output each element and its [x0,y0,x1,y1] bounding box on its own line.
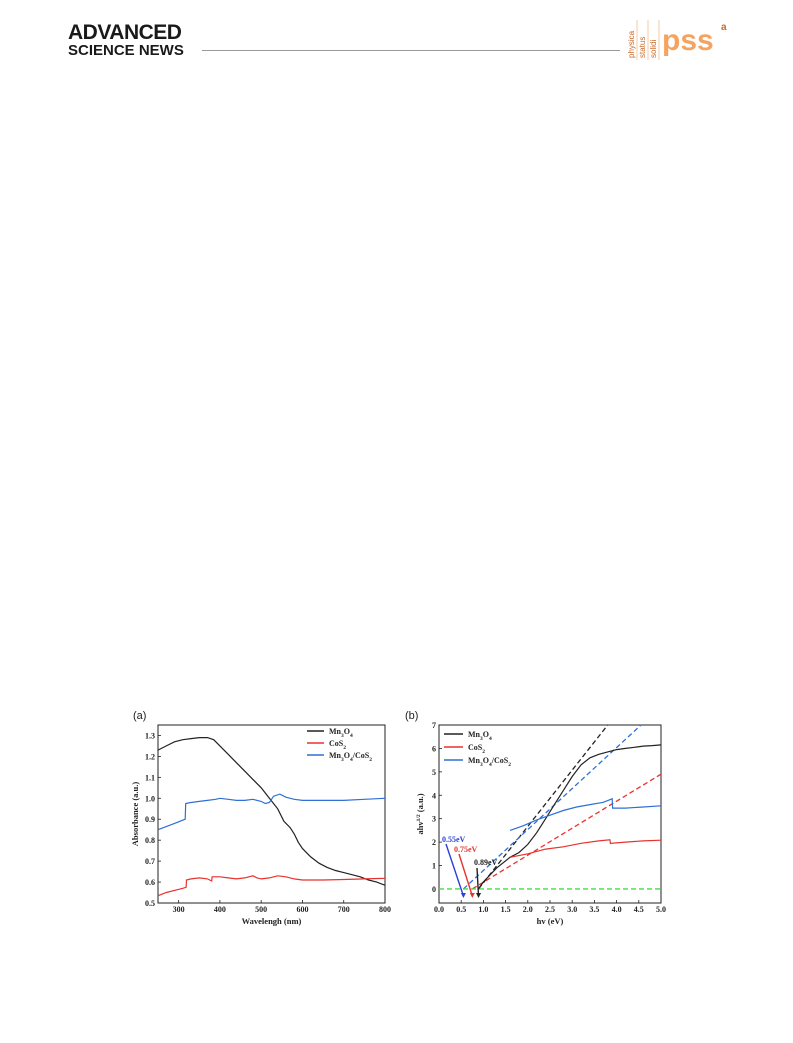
journal-vertical-word: status [638,37,647,58]
figure: (a) (b) 300 400 500 600 700 800 0.5 0.6 0.7 0.8 0.… [132,710,666,926]
legend-label: Mn3O4/CoS2 [329,751,372,763]
chart-tauc: 0.0 0.5 1.0 1.5 2.0 2.5 3.0 3.5 4.0 4.5 5.0 0 1 2 3 4 5 6… [415,721,666,926]
x-tick-label: 2.0 [523,905,533,914]
y-tick-label: 4 [432,791,436,800]
y-axis-label: Absorbance (a.u.) [132,782,140,847]
y-tick-label: 1 [432,862,436,871]
y-tick-label: 2 [432,838,436,847]
x-tick-label: 400 [214,905,226,914]
gap-annotation-label: 0.55eV [442,835,466,844]
header-rule [202,50,620,51]
x-tick-label: 1.5 [501,905,511,914]
plot-frame [157,724,386,904]
brand-line-1: ADVANCED [68,21,182,44]
y-tick-label: 1.2 [145,752,155,761]
series-line [157,875,386,897]
gap-annotation-arrow [445,843,465,897]
y-tick-label: 5 [432,768,436,777]
x-tick-label: 300 [173,905,185,914]
journal-logo-mark: pss [662,24,714,57]
y-tick-label: 3 [432,815,436,824]
x-tick-label: 2.5 [545,905,555,914]
x-tick-label: 5.0 [656,905,666,914]
journal-vertical-word: physica [627,30,636,58]
legend-label: Mn3O4 [468,730,492,742]
journal-logo: physica status solidi pss a [626,18,730,62]
journal-logo-suffix: a [721,22,727,33]
y-tick-label: 0.6 [145,878,155,887]
gap-annotation-arrow [476,867,480,896]
gap-annotation-label: 0.75eV [454,845,478,854]
series-line [509,797,662,831]
x-tick-label: 0.0 [434,905,444,914]
series-line [157,736,386,886]
x-tick-label: 1.0 [478,905,488,914]
gap-annotation-arrow [458,853,473,897]
x-axis-label: Wavelengh (nm) [242,916,302,926]
y-tick-label: 1.1 [145,773,155,782]
panel-b-tag: (b) [405,710,418,722]
y-tick-label: 0.5 [145,899,155,908]
y-axis-label: ahv1/2 (a.u.) [415,793,425,834]
legend-label: Mn3O4 [329,727,353,739]
y-tick-label: 7 [432,721,436,730]
x-tick-label: 3.0 [567,905,577,914]
y-tick-label: 1.3 [145,731,155,740]
legend-label: Mn3O4/CoS2 [468,756,511,768]
y-tick-label: 1.0 [145,794,155,803]
x-tick-label: 500 [255,905,267,914]
series-line [157,793,386,831]
x-tick-label: 4.0 [612,905,622,914]
y-tick-label: 0.8 [145,836,155,845]
y-tick-label: 6 [432,744,436,753]
gap-annotation-arrowhead [469,892,475,898]
fit-line [471,773,662,890]
x-tick-label: 0.5 [456,905,466,914]
journal-vertical-word: solidi [649,40,658,58]
y-tick-label: 0 [432,885,436,894]
gap-annotation-arrowhead [476,892,482,898]
x-tick-label: 600 [296,905,308,914]
y-tick-label: 0.7 [145,857,155,866]
legend-label: CoS2 [468,743,485,755]
x-tick-label: 3.5 [589,905,599,914]
panel-a-tag: (a) [133,710,146,722]
gap-annotation-arrowhead [460,892,466,898]
x-tick-label: 700 [338,905,350,914]
series-line [478,744,662,890]
brand-line-2: SCIENCE NEWS [68,42,184,59]
x-tick-label: 800 [379,905,391,914]
series-line [509,839,662,858]
publisher-brand: ADVANCED SCIENCE NEWS [68,22,184,58]
y-tick-label: 0.9 [145,815,155,824]
gap-annotation-label: 0.89eV [474,858,498,867]
chart-absorbance: 300 400 500 600 700 800 0.5 0.6 0.7 0.8 0.9 1.0 1.1 1… [132,724,391,926]
x-tick-label: 4.5 [634,905,644,914]
fit-line [478,724,609,890]
x-axis-label: hv (eV) [537,916,564,926]
page-header: ADVANCED SCIENCE NEWS physica status sol… [0,0,793,70]
legend-label: CoS2 [329,739,346,751]
